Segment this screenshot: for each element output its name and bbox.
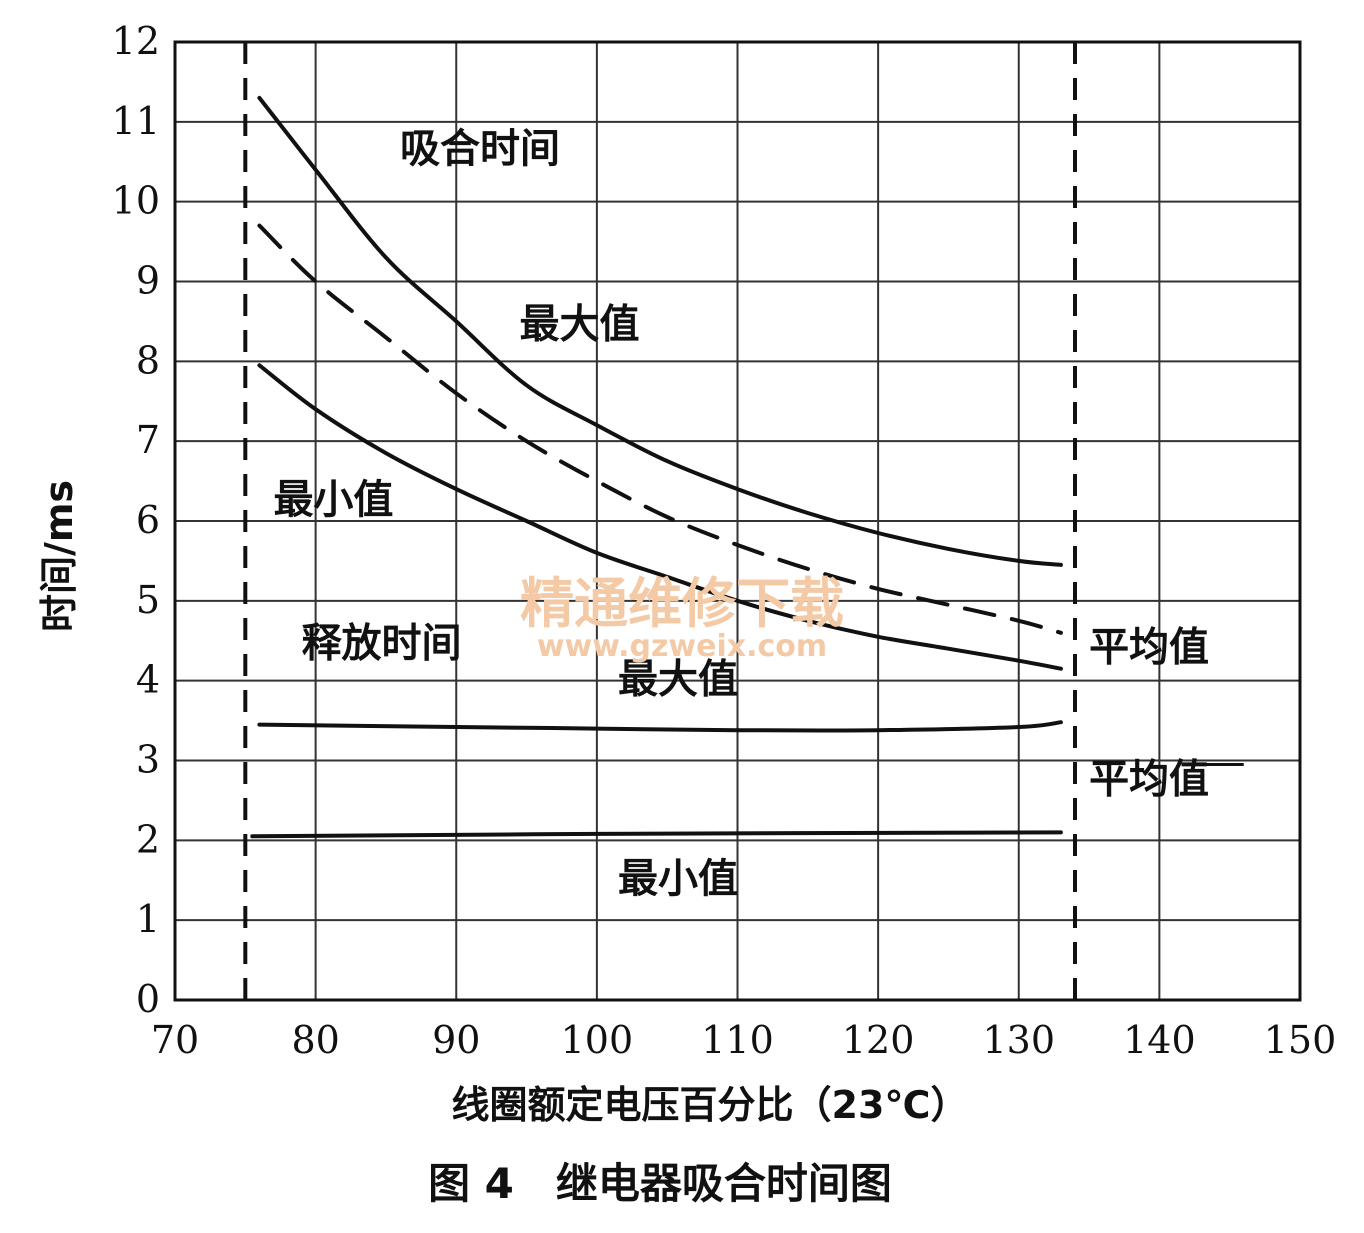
annotation-label: 平均值 (1089, 756, 1209, 802)
y-tick-label: 11 (112, 99, 160, 143)
annotation-label: 平均值 (1089, 625, 1209, 671)
x-tick-labels: 70 80 90 100 110 120 130 140 150 (151, 1018, 1336, 1062)
y-tick-label: 3 (136, 738, 160, 782)
y-tick-label: 7 (136, 418, 160, 462)
annotation-label: 最大值 (618, 657, 738, 703)
boundary-lines (243, 42, 1077, 1008)
x-tick-label: 110 (701, 1018, 774, 1062)
x-tick-label: 120 (842, 1018, 915, 1062)
y-tick-label: 9 (136, 259, 160, 303)
x-tick-label: 150 (1264, 1018, 1337, 1062)
data-series (250, 95, 1244, 839)
y-tick-label: 4 (136, 658, 160, 702)
annotation-label: 最大值 (520, 301, 640, 347)
y-tick-label: 0 (136, 977, 160, 1021)
series-line (257, 363, 1063, 671)
watermark-title: 精通维修下载 (520, 572, 844, 635)
y-tick-label: 12 (112, 19, 160, 63)
series-line (257, 720, 1063, 733)
series-line (257, 223, 1063, 635)
y-tick-label: 6 (136, 498, 160, 542)
y-tick-label: 2 (136, 817, 160, 861)
series-line (257, 95, 1063, 567)
y-axis-label: 时间/ms (37, 480, 81, 632)
series-line (250, 830, 1063, 839)
annotation-label: 最小值 (618, 856, 738, 902)
annotation-label: 释放时间 (302, 621, 462, 667)
annotation-label: 吸合时间 (400, 126, 560, 172)
y-tick-label: 5 (136, 578, 160, 622)
watermark-url: www.gzweix.com (537, 629, 827, 664)
x-tick-label: 140 (1123, 1018, 1196, 1062)
x-tick-label: 70 (151, 1018, 199, 1062)
annotation-label: 最小值 (273, 477, 393, 523)
y-tick-label: 1 (136, 897, 160, 941)
figure-caption: 图 4 继电器吸合时间图 (428, 1159, 892, 1208)
x-tick-label: 130 (982, 1018, 1055, 1062)
y-tick-label: 8 (136, 338, 160, 382)
x-tick-label: 80 (291, 1018, 339, 1062)
y-tick-label: 10 (112, 179, 160, 223)
x-tick-label: 100 (561, 1018, 634, 1062)
x-tick-label: 90 (432, 1018, 480, 1062)
plot-frame (173, 40, 1302, 1002)
x-axis-label: 线圈额定电压百分比（23℃） (452, 1083, 969, 1127)
plot-border (173, 40, 1302, 1002)
